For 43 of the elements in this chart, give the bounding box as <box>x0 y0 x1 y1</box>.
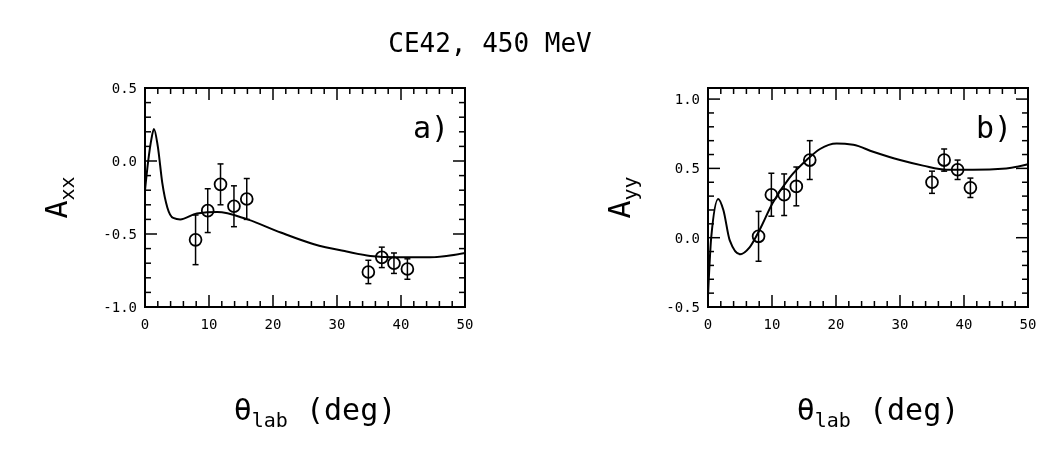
x-axis-title: θ$_{lab}$ (deg) <box>233 392 397 432</box>
point <box>937 153 951 167</box>
y-tick-label: 0.0 <box>674 229 700 246</box>
point <box>227 199 241 214</box>
x-tick-label: 10 <box>200 316 218 332</box>
x-tick-label: 40 <box>955 316 973 332</box>
x-tick-label: 50 <box>456 316 474 332</box>
point <box>213 177 228 192</box>
x-tick-label: 40 <box>392 316 410 332</box>
point <box>925 175 939 190</box>
point <box>751 229 766 244</box>
x-axis-title: θ$_{lab}$ (deg) <box>796 392 960 432</box>
annotation: b) <box>975 110 1012 145</box>
point <box>239 192 254 206</box>
point <box>374 250 389 265</box>
y-tick-label: 0.5 <box>111 80 137 96</box>
point <box>963 180 978 195</box>
x-tick-label: 20 <box>264 316 282 332</box>
y-tick-label: 0.5 <box>674 160 700 177</box>
point <box>802 153 817 167</box>
point <box>400 262 415 276</box>
point <box>188 233 203 247</box>
point <box>764 187 779 202</box>
point <box>777 187 791 202</box>
x-tick-label: 20 <box>827 316 845 332</box>
annotation: a) <box>412 110 449 145</box>
y-tick-label: -0.5 <box>103 226 137 242</box>
x-tick-label: 0 <box>140 316 150 332</box>
chart-title: CE42, 450 MeV <box>388 28 592 58</box>
x-tick-label: 10 <box>763 316 781 332</box>
point <box>950 162 965 177</box>
point <box>387 256 401 271</box>
y-tick-label: -0.5 <box>666 299 700 315</box>
y-tick-label: -1.0 <box>103 299 137 315</box>
y-tick-label: 0.0 <box>111 153 137 169</box>
x-tick-label: 30 <box>328 316 346 332</box>
y-tick-label: 1.0 <box>674 91 700 108</box>
point <box>789 179 804 194</box>
point <box>361 265 376 279</box>
x-tick-label: 0 <box>703 316 713 332</box>
x-tick-label: 30 <box>891 316 909 332</box>
x-tick-label: 50 <box>1019 316 1037 332</box>
point <box>200 203 215 218</box>
